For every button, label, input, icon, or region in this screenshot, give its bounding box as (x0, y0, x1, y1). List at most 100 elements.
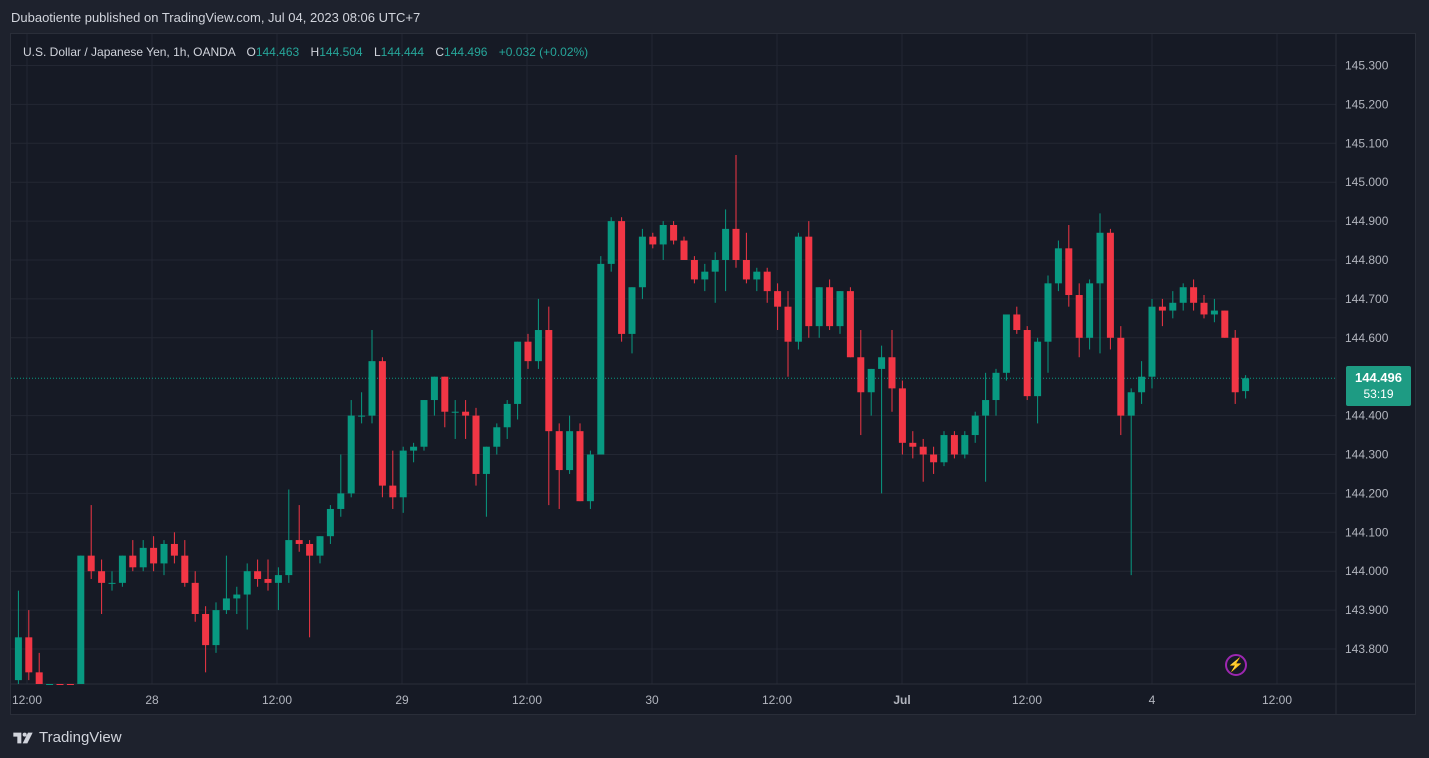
candle (1169, 291, 1177, 319)
y-tick-label: 145.200 (1345, 97, 1389, 111)
candle (1200, 295, 1208, 319)
high-value: 144.504 (319, 45, 363, 59)
candle-body (1023, 330, 1031, 397)
low-label: L (373, 45, 381, 59)
candle (56, 684, 64, 685)
candle-body (711, 260, 719, 272)
candle (389, 450, 397, 509)
candle-body (566, 431, 574, 471)
candle (160, 540, 168, 576)
candle (98, 559, 106, 614)
candle-body (399, 450, 407, 498)
candle (909, 431, 917, 459)
chart-pane[interactable]: 145.300 145.200 145.100 145.000 144.900 144.8… (10, 33, 1416, 715)
candle-body (774, 291, 782, 307)
candle-body (1117, 337, 1125, 416)
candle (857, 330, 865, 436)
candle (836, 291, 844, 334)
candle-body (1054, 248, 1062, 284)
y-tick-label: 145.100 (1345, 136, 1389, 150)
y-tick-label: 144.400 (1345, 409, 1389, 423)
candle-body (524, 341, 532, 362)
candle-body (753, 271, 761, 280)
candle-body (701, 271, 709, 280)
candle (732, 154, 740, 268)
candle (867, 368, 875, 416)
candle-body (295, 540, 303, 544)
tradingview-brand: TradingView (12, 728, 122, 748)
candle (472, 407, 480, 486)
candle (66, 684, 74, 685)
candle-body (815, 287, 823, 327)
time-axis[interactable]: 12:00 28 12:00 29 12:00 30 12:00 Jul 12:00 4 12:00 (12, 693, 1292, 707)
candle (919, 438, 927, 482)
candle (1221, 310, 1229, 338)
candle (1086, 279, 1094, 350)
candle-body (680, 240, 688, 260)
symbol-title[interactable]: U.S. Dollar / Japanese Yen, 1h, OANDA (23, 45, 236, 59)
candle-body (274, 575, 282, 583)
candle-body (98, 571, 106, 583)
candle (670, 221, 678, 245)
candle (597, 256, 605, 455)
candle (1054, 240, 1062, 292)
candle-body (1158, 306, 1166, 311)
candle (441, 376, 449, 428)
x-tick-label: 12:00 (762, 693, 792, 707)
candle-body (597, 263, 605, 455)
candle (222, 555, 230, 614)
candle-body (784, 306, 792, 342)
candle-body (254, 571, 262, 579)
candle-body (139, 547, 147, 568)
candle-body (202, 613, 210, 646)
candle (566, 415, 574, 474)
price-axis[interactable]: 145.300 145.200 145.100 145.000 144.900 144.8… (1345, 59, 1389, 657)
x-tick-label: 12:00 (1012, 693, 1042, 707)
candle-body (867, 368, 875, 393)
candle-body (451, 411, 459, 413)
candle-body (649, 236, 657, 245)
candle-body (1002, 314, 1010, 373)
candle-body (1138, 376, 1146, 393)
candle-body (722, 228, 730, 260)
candle-body (87, 555, 95, 572)
candle-body (503, 403, 511, 428)
candle-body (618, 221, 626, 334)
current-price-label: 144.496 (1355, 370, 1402, 385)
candle-body (514, 341, 522, 404)
y-tick-label: 144.600 (1345, 331, 1389, 345)
candle-body (898, 388, 906, 443)
open-label: O (246, 45, 256, 59)
candle (337, 454, 345, 517)
candle-body (420, 400, 428, 447)
candle-body (77, 555, 85, 684)
candle-body (378, 361, 386, 486)
candle (524, 333, 532, 369)
candle-body (222, 598, 230, 611)
y-tick-label: 144.800 (1345, 253, 1389, 267)
candle-body (66, 684, 74, 685)
candle-body (846, 291, 854, 358)
candle-body (534, 330, 542, 362)
candle (711, 252, 719, 303)
candle (1075, 283, 1083, 358)
x-tick-label: 12:00 (1262, 693, 1292, 707)
x-tick-label: 12:00 (512, 693, 542, 707)
candle (1013, 306, 1021, 334)
candle (181, 540, 189, 587)
candle-body (1210, 310, 1218, 315)
candle-body (930, 454, 938, 463)
candle (1190, 279, 1198, 311)
candle-body (316, 536, 324, 556)
candle-body (337, 493, 345, 509)
x-tick-label: 28 (145, 693, 159, 707)
candle (846, 287, 854, 358)
candle (794, 232, 802, 350)
candle (774, 283, 782, 331)
candlestick-chart[interactable]: 145.300 145.200 145.100 145.000 144.900 144.8… (11, 34, 1415, 714)
candle (649, 232, 657, 249)
candle-body (992, 372, 1000, 401)
lightning-icon[interactable]: ⚡ (1225, 654, 1247, 676)
candle (358, 392, 366, 424)
candle-body (1096, 232, 1104, 284)
